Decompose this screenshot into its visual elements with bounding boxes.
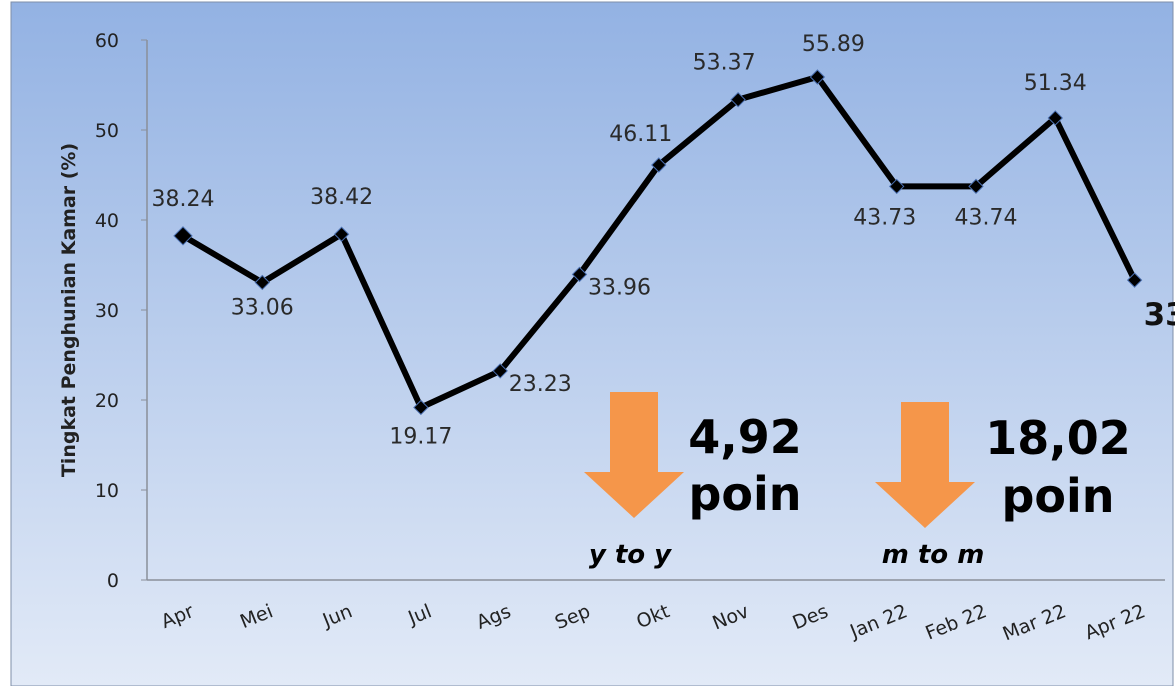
- data-point-marker: [1047, 110, 1064, 126]
- data-label: 33.96: [588, 275, 651, 300]
- down-arrow-icon: [584, 392, 684, 518]
- data-label: 38.42: [310, 185, 373, 210]
- annotation-caption: m to m: [882, 540, 985, 570]
- data-point-marker: [651, 157, 667, 173]
- data-label: 33.06: [231, 295, 294, 320]
- annotation-value: 18,02: [985, 411, 1131, 465]
- data-point-marker: [571, 266, 588, 283]
- data-point-marker: [333, 226, 350, 242]
- data-point-marker: [492, 363, 508, 379]
- y-tick-label: 40: [95, 210, 119, 232]
- data-point-marker: [888, 178, 905, 195]
- data-label: 23.23: [509, 372, 572, 397]
- y-tick-label: 50: [95, 120, 119, 142]
- data-point-marker: [413, 399, 429, 416]
- y-tick-label: 60: [95, 30, 119, 52]
- y-tick-label: 30: [95, 300, 119, 322]
- chart-background: [10, 1, 1174, 686]
- data-label: 53.37: [693, 51, 756, 76]
- data-point-marker: [968, 178, 984, 195]
- data-label: 43.73: [853, 205, 916, 230]
- annotation-caption: y to y: [589, 540, 672, 570]
- data-label: 19.17: [389, 424, 452, 449]
- data-label-highlight: 33.32: [1144, 297, 1175, 333]
- data-point-marker: [809, 69, 826, 85]
- annotation-unit: poin: [688, 467, 801, 521]
- annotation-unit: poin: [1001, 469, 1114, 523]
- y-axis-title: Tingkat Penghunian Kamar (%): [58, 143, 80, 477]
- data-point-marker: [173, 226, 193, 246]
- data-label: 38.24: [152, 187, 215, 212]
- y-tick-label: 10: [95, 480, 119, 502]
- data-point-marker: [730, 91, 746, 108]
- y-tick-label: 0: [107, 570, 119, 592]
- data-label: 43.74: [955, 205, 1018, 230]
- data-label: 46.11: [609, 122, 672, 147]
- y-tick-label: 20: [95, 390, 119, 412]
- data-label: 51.34: [1024, 71, 1087, 96]
- annotation-value: 4,92: [688, 410, 802, 464]
- data-point-marker: [254, 274, 271, 291]
- down-arrow-icon: [875, 402, 975, 528]
- data-point-marker: [1126, 272, 1143, 288]
- data-label: 55.89: [802, 32, 865, 57]
